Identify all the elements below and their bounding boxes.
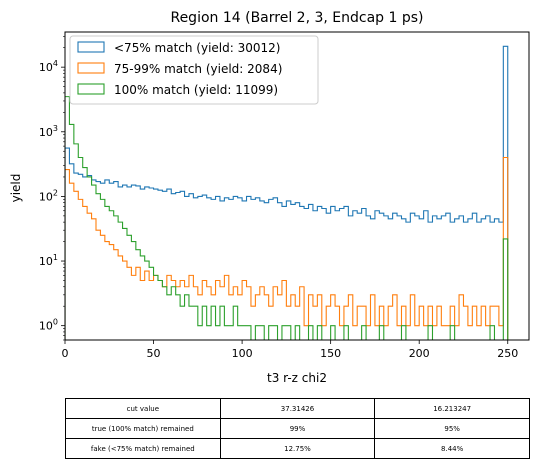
- chart-title: Region 14 (Barrel 2, 3, Endcap 1 ps): [170, 10, 423, 26]
- legend-label: 75-99% match (yield: 2084): [114, 62, 282, 76]
- legend-label: <75% match (yield: 30012): [114, 41, 280, 55]
- legend-frame: [69, 35, 319, 105]
- x-tick-label: 0: [62, 347, 69, 360]
- histogram-series: [65, 96, 509, 340]
- histogram-step-line: [65, 96, 509, 340]
- histogram-series: [65, 45, 509, 340]
- y-tick-label: 104: [39, 59, 58, 74]
- table-cell: true (100% match) remained: [65, 418, 221, 439]
- cut-summary-table: cut value 37.31426 16.213247 true (100% …: [65, 398, 530, 459]
- legend-swatch: [77, 41, 105, 53]
- table-cell: fake (<75% match) remained: [65, 438, 221, 459]
- histogram-step-line: [65, 45, 509, 340]
- legend-swatch: [77, 83, 105, 95]
- y-tick-label: 103: [39, 124, 58, 139]
- table-row: true (100% match) remained 99% 95%: [65, 418, 530, 439]
- x-tick-label: 50: [147, 347, 161, 360]
- axes-frame: [64, 31, 530, 341]
- x-tick-label: 100: [232, 347, 253, 360]
- y-tick-label: 100: [39, 318, 58, 333]
- table-cell: cut value: [65, 398, 221, 419]
- legend-swatch: [77, 62, 105, 74]
- x-axis-label: t3 r-z chi2: [267, 371, 327, 385]
- table-row: cut value 37.31426 16.213247: [65, 398, 530, 419]
- table-cell: 99%: [219, 418, 376, 439]
- table-cell: 37.31426: [219, 398, 376, 419]
- y-axis-label: yield: [9, 174, 23, 203]
- x-tick-label: 250: [497, 347, 518, 360]
- histogram-series: [65, 156, 509, 340]
- table-cell: 12.75%: [219, 438, 376, 459]
- table-cell: 8.44%: [374, 438, 530, 459]
- table-row: fake (<75% match) remained 12.75% 8.44%: [65, 438, 530, 459]
- histogram-series-group: [65, 45, 509, 340]
- y-tick-label: 101: [39, 253, 58, 268]
- y-tick-label: 102: [39, 188, 58, 203]
- legend: <75% match (yield: 30012) 75-99% match (y…: [69, 35, 319, 105]
- table-cell: 16.213247: [374, 398, 530, 419]
- x-tick-label: 200: [409, 347, 430, 360]
- histogram-step-line: [65, 156, 509, 340]
- legend-label: 100% match (yield: 11099): [114, 83, 278, 97]
- x-tick-label: 150: [320, 347, 341, 360]
- table-cell: 95%: [374, 418, 530, 439]
